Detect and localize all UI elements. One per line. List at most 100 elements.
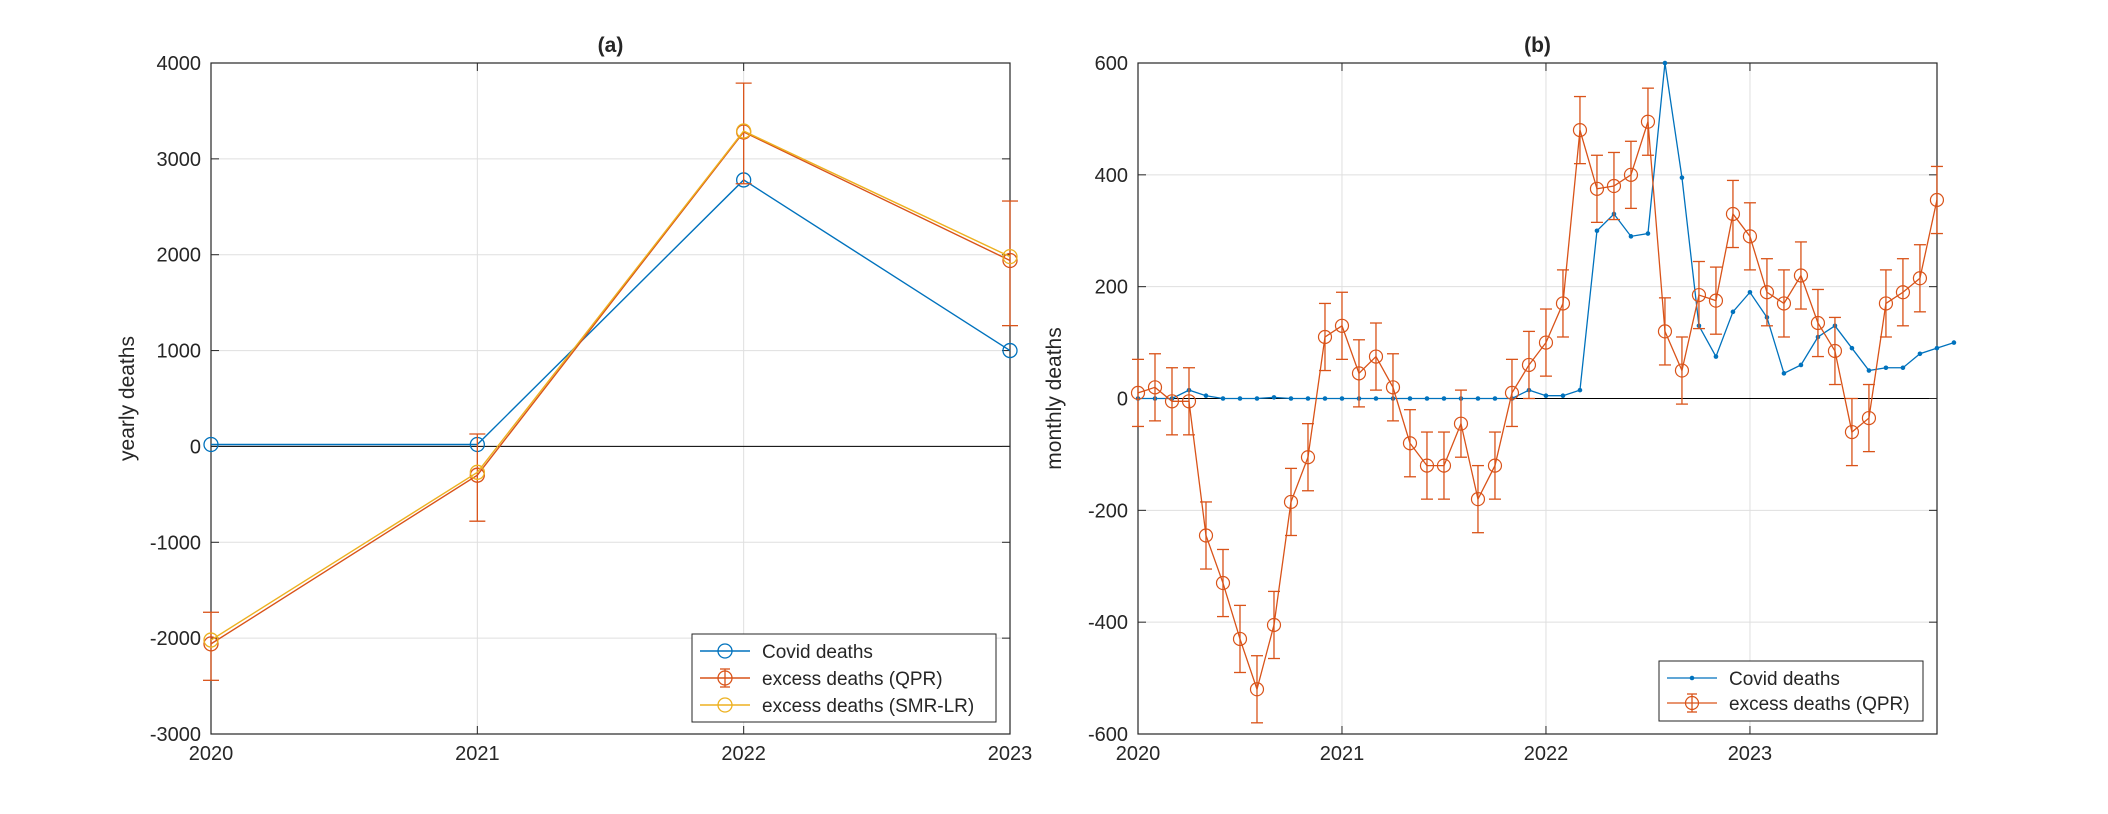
series-line-0 [211,179,1011,446]
data-point [1679,175,1685,180]
chart-0: 2020 2021 2022 2023 -3000 -2000 -1000 0 1000 2000… [116,34,1032,765]
data-point [1555,296,1571,311]
data-point [1266,617,1282,633]
data-point [1895,285,1911,300]
y-axis-label: yearly deaths [116,336,139,461]
data-point [1827,343,1843,359]
data-point [1407,396,1413,401]
data-point [1288,396,1294,401]
data-point [1798,362,1804,368]
y-tick-label: 0 [190,436,201,458]
data-point [1147,380,1163,395]
data-point [1441,396,1447,401]
legend-box [1658,660,1924,722]
y-tick-label: 3000 [157,149,202,171]
data-point [1322,396,1328,401]
data-point [1776,296,1792,311]
chart-title: (b) [1524,34,1551,57]
data-point [1271,395,1277,400]
data-point [1713,354,1719,359]
y-tick-label: -200 [1088,500,1128,522]
data-point [1912,271,1928,286]
data-point [1934,345,1940,351]
legend-label: Covid deaths [1729,669,1840,690]
x-tick-label: 2021 [1320,743,1365,765]
data-point [1793,268,1809,283]
x-tick-label: 2020 [189,743,234,765]
y-tick-label: 4000 [157,53,202,75]
data-point [1781,371,1787,376]
x-tick-label: 2023 [988,743,1033,765]
data-point [1373,396,1379,401]
data-point [1538,335,1554,350]
axes-box [210,62,1011,735]
data-point [1424,396,1430,401]
data-point [1181,394,1197,409]
x-tick-label: 2022 [1524,743,1569,765]
data-point [1878,296,1894,311]
data-point [1402,436,1418,451]
data-point [1453,416,1469,431]
data-point [1883,365,1889,371]
legend-marker [1689,675,1695,681]
data-point [1742,229,1758,244]
data-point [1002,252,1018,269]
y-tick-label: 2000 [157,245,202,267]
data-point [1589,181,1605,196]
data-point [1861,410,1877,426]
chart-title: (a) [598,34,624,57]
data-point [1487,458,1503,473]
data-point [1594,228,1600,234]
data-point [1708,293,1724,308]
data-point [1215,575,1231,591]
data-point [1844,424,1860,440]
data-point [1232,631,1248,647]
y-tick-label: -400 [1088,612,1128,634]
series-line-qpr [1137,121,1938,692]
data-point [1628,234,1634,239]
data-point [1645,231,1651,236]
data-point [736,123,752,139]
legend-label: excess deaths (QPR) [1729,694,1910,715]
data-point [203,632,219,648]
data-point [1577,387,1583,393]
data-point [1606,178,1622,194]
data-point [1368,349,1384,364]
data-point [1164,394,1180,409]
data-point [1249,682,1265,697]
y-tick-label: 200 [1095,277,1128,299]
data-point [1623,167,1639,182]
data-point [1254,396,1260,401]
data-point [1572,123,1588,138]
data-point [1662,60,1668,66]
legend-marker [717,670,733,686]
legend-label: Covid deaths [762,642,873,663]
legend-marker [717,697,733,713]
data-point [1640,114,1656,129]
data-point [1810,315,1826,331]
data-point [1237,396,1243,401]
data-point [1917,351,1923,357]
legend-label: excess deaths (SMR-LR) [762,696,974,717]
data-point [203,436,219,453]
data-point [1747,289,1753,295]
data-point [1543,393,1549,399]
data-point [1849,345,1855,351]
data-point [1691,287,1707,303]
y-tick-label: 1000 [157,341,202,363]
data-point [1339,396,1345,401]
data-point [1504,385,1520,401]
legend: Covid deaths excess deaths (QPR) excess de… [691,633,997,723]
legend-marker [717,643,733,659]
series-line-2 [210,130,1011,641]
data-point [1900,365,1906,371]
data-point [1492,396,1498,401]
data-point [1203,393,1209,399]
data-point [1730,309,1736,315]
data-point [1674,363,1690,378]
data-point [1475,396,1481,401]
x-tick-label: 2020 [1116,743,1161,765]
data-point [1419,458,1435,473]
data-point [1759,285,1775,300]
data-point [1657,324,1673,339]
